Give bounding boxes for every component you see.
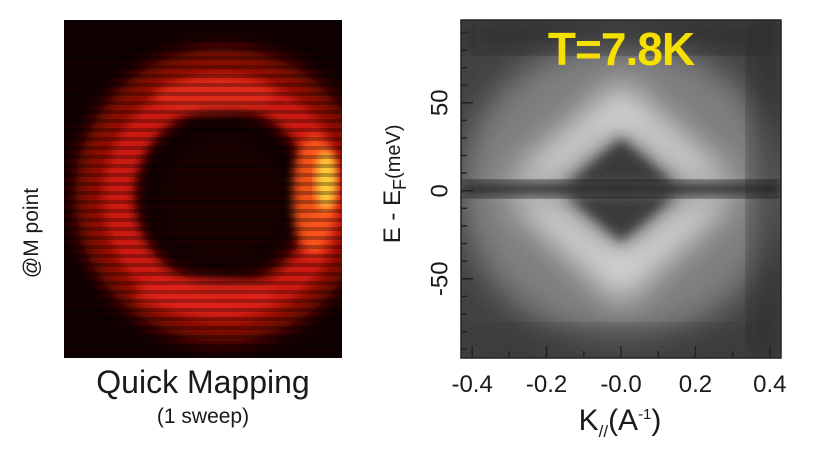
quick-mapping-heatmap: [64, 20, 342, 358]
y-tick-label: -50: [427, 261, 454, 296]
y-axis-ticks: 50 0 -50: [427, 31, 473, 350]
y-axis-label-sub: F: [389, 178, 410, 190]
temperature-annotation: T=7.8K: [547, 23, 695, 75]
y-tick-label: 0: [427, 184, 454, 197]
x-axis-label-unit-open: (A: [608, 404, 639, 437]
y-axis-label: E - EF(meV): [379, 99, 411, 269]
x-tick-label: 0.4: [753, 371, 786, 398]
x-tick-label: -0.0: [600, 371, 641, 398]
x-axis-ticks: -0.4 -0.2 -0.0 0.2 0.4: [451, 346, 787, 398]
x-axis-label-unit-close: ): [651, 404, 662, 437]
x-tick-label: -0.4: [451, 371, 492, 398]
arpes-spectrum-image: [461, 20, 781, 358]
y-tick-label: 50: [427, 89, 454, 116]
x-axis-label: K//(A-1): [540, 404, 700, 442]
panel-caption: Quick Mapping: [96, 364, 310, 400]
x-axis-label-main: K: [578, 404, 599, 437]
y-axis-label-main: E - E: [379, 189, 407, 244]
x-axis-label-unit-sup: -1: [638, 406, 652, 423]
x-tick-label: -0.2: [526, 371, 567, 398]
plot-frame: [460, 19, 782, 359]
panel-subcaption: (1 sweep): [156, 405, 250, 428]
arpes-spectrum-plot: [461, 20, 781, 358]
x-tick-label: 0.2: [679, 371, 712, 398]
quick-mapping-heatmap-image: [64, 20, 342, 358]
x-axis-label-sub: //: [598, 422, 609, 441]
y-axis-label-unit: (meV): [383, 124, 406, 179]
